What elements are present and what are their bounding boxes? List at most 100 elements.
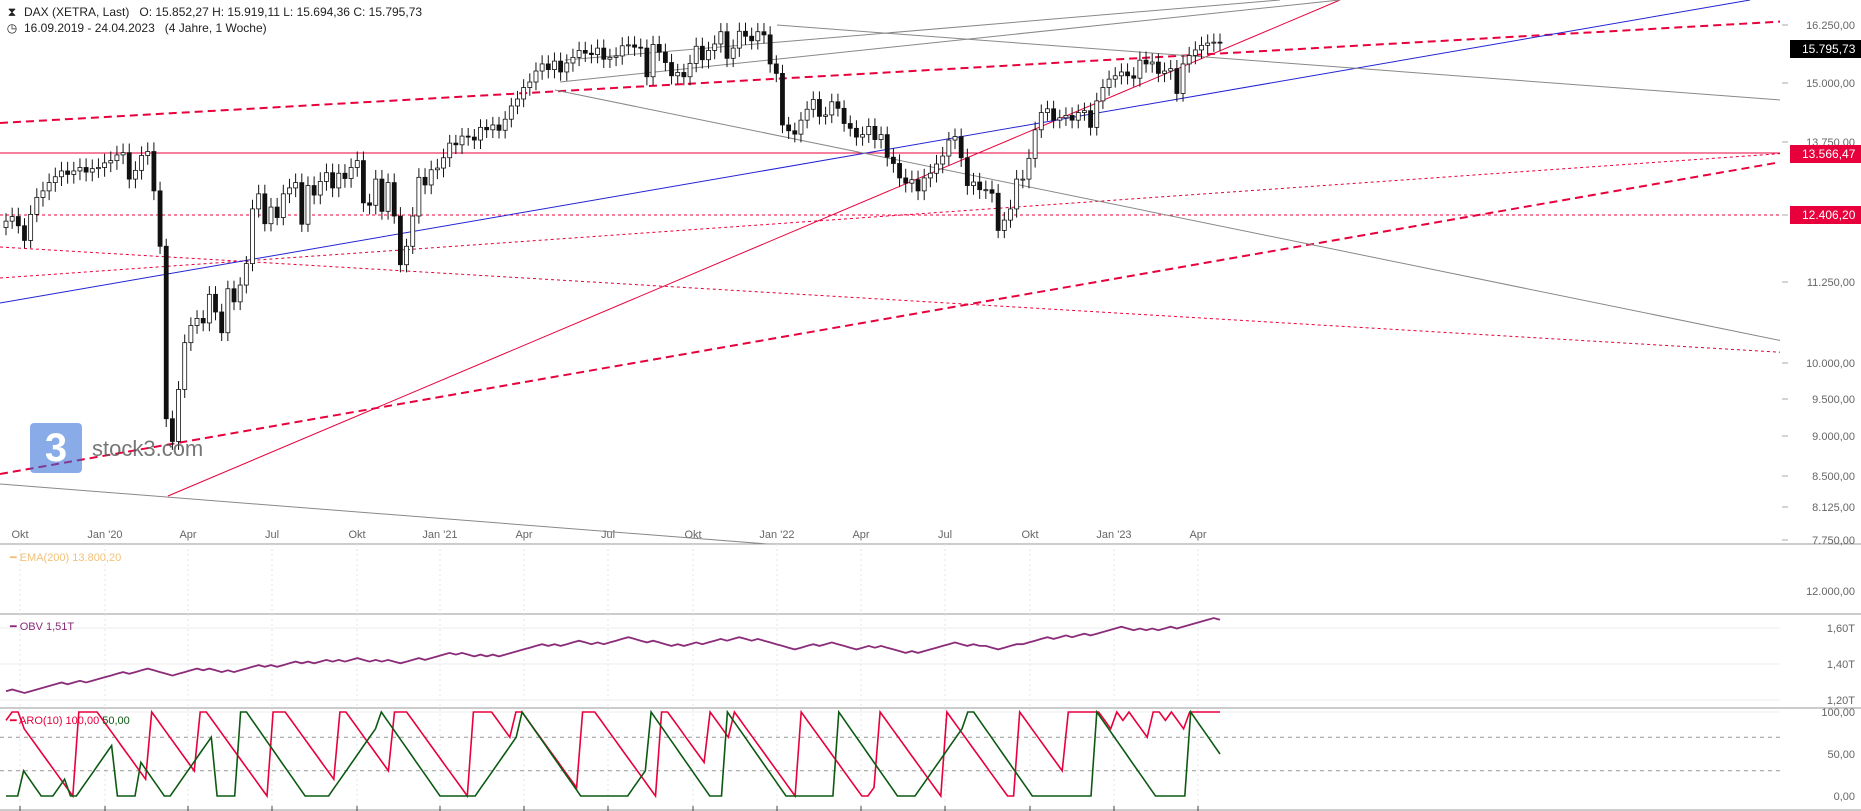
candle [243, 256, 249, 294]
resistance-trendline-upper [0, 20, 1780, 124]
candle [194, 310, 200, 334]
candle [693, 37, 699, 73]
candle [434, 158, 440, 180]
candle [675, 63, 681, 85]
candle [89, 159, 95, 182]
candle [59, 161, 64, 187]
candle [1038, 104, 1044, 138]
candle-body [1088, 110, 1093, 128]
candle [311, 176, 317, 205]
x-tick-label: Apr [179, 529, 196, 541]
candle-body [897, 163, 902, 179]
candle-body [361, 160, 366, 204]
candle [1088, 102, 1093, 136]
candle-body [268, 206, 274, 225]
candle [1032, 121, 1038, 168]
candle-body [508, 105, 514, 120]
candle-body [83, 167, 89, 173]
candle-body [182, 342, 188, 390]
candle-body [1051, 108, 1057, 121]
candle-body [552, 60, 557, 70]
y-tick-label: 7.750,00 [1812, 535, 1855, 547]
candle-body [453, 142, 459, 146]
candle-body [287, 187, 292, 195]
candle [287, 178, 292, 204]
candle [817, 91, 822, 125]
candle [946, 131, 952, 166]
candle [508, 97, 514, 128]
candle-body [71, 170, 77, 175]
candle [743, 22, 748, 45]
candle-body [915, 179, 921, 192]
candle [96, 158, 101, 178]
obv-y-tick-label: 1,20T [1827, 695, 1855, 707]
candle-body [1045, 108, 1050, 113]
candle-body [743, 30, 748, 37]
candle-body [1069, 115, 1075, 121]
candle [478, 119, 483, 150]
candle [1205, 34, 1211, 55]
candle-body [1143, 59, 1149, 65]
candle-body [755, 31, 761, 42]
candle-body [927, 172, 933, 179]
candle [145, 142, 151, 165]
candle [927, 164, 933, 188]
candle [1014, 169, 1020, 218]
obv-y-tick-label: 1,60T [1827, 623, 1855, 635]
candle-body [884, 134, 890, 158]
grey-trendline-bottom [0, 483, 774, 544]
candle [502, 111, 508, 139]
candle [317, 172, 323, 205]
candle-body [15, 216, 21, 227]
aro-y-tick-label: 50,00 [1827, 749, 1855, 761]
candle-body [52, 176, 58, 184]
candle [570, 48, 576, 72]
candle-body [724, 31, 730, 59]
candle-body [274, 206, 280, 218]
candle-body [89, 168, 95, 173]
aro-y-tick-label: 100,00 [1821, 707, 1855, 719]
candle-body [299, 182, 305, 225]
candle-body [194, 318, 200, 326]
candle-body [225, 288, 231, 334]
x-tick-label: Jan '23 [1096, 529, 1131, 541]
candle [835, 93, 841, 117]
candle-body [1014, 178, 1020, 210]
candle [324, 163, 329, 191]
candle-body [1119, 71, 1124, 77]
candle-body [952, 136, 958, 141]
candle [496, 116, 502, 139]
candle-body [946, 139, 952, 157]
candle [1008, 199, 1013, 228]
candle [1217, 33, 1223, 52]
candle-body [385, 182, 391, 212]
candlestick-icon: ⧗ [7, 5, 17, 19]
candle-body [866, 126, 872, 136]
candle [921, 168, 927, 201]
candle [465, 128, 471, 146]
candle [268, 197, 274, 232]
candle-body [810, 99, 816, 110]
candle-body [1199, 44, 1204, 51]
last-price-badge: 15.795,73 [1790, 40, 1861, 58]
x-tick-label: Apr [1189, 529, 1206, 541]
candle-body [872, 126, 878, 140]
candle [428, 160, 434, 195]
candle [1155, 53, 1161, 83]
candle [1020, 169, 1026, 189]
candle [416, 168, 422, 224]
candle-body [65, 170, 71, 175]
candle-body [96, 167, 101, 170]
candle-body [22, 225, 27, 241]
instrument-label: DAX (XETRA, Last) [24, 5, 130, 19]
ema-value: 13.800,20 [72, 552, 122, 564]
y-tick-label: 8.500,00 [1812, 471, 1855, 483]
candle [102, 153, 107, 177]
candle-body [749, 35, 755, 42]
x-tick-label: Jul [265, 529, 279, 541]
candle [977, 172, 983, 199]
aro-legend-marker: ━ [10, 715, 17, 727]
aro-label: ARO(10) [19, 715, 63, 727]
candle [780, 64, 785, 134]
